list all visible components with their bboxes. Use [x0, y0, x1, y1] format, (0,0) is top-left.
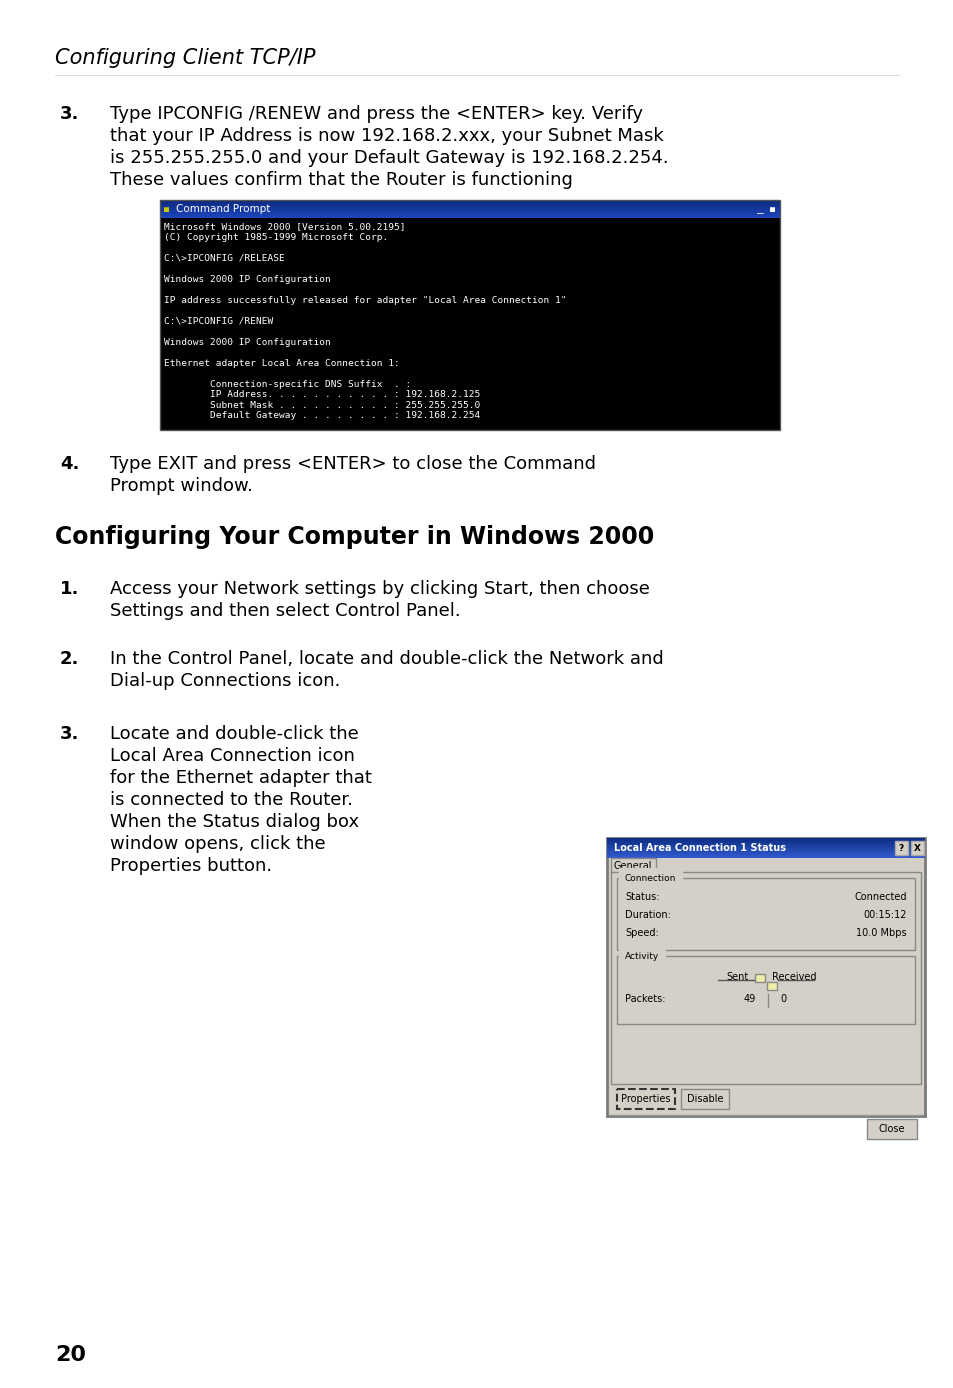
Text: for the Ethernet adapter that: for the Ethernet adapter that: [110, 769, 372, 787]
Text: that your IP Address is now 192.168.2.xxx, your Subnet Mask: that your IP Address is now 192.168.2.xx…: [110, 126, 663, 144]
Text: Disable: Disable: [686, 1094, 722, 1103]
Text: Status:: Status:: [624, 892, 659, 902]
Text: Properties button.: Properties button.: [110, 856, 272, 874]
Bar: [617, 879, 914, 949]
Text: Local Area Connection 1 Status: Local Area Connection 1 Status: [614, 843, 785, 854]
Bar: [894, 841, 907, 855]
Bar: [610, 872, 920, 1084]
Text: Connection-specific DNS Suffix  . :: Connection-specific DNS Suffix . :: [164, 379, 411, 389]
Bar: [766, 981, 776, 990]
Text: Type EXIT and press <ENTER> to close the Command: Type EXIT and press <ENTER> to close the…: [110, 455, 596, 473]
Text: is 255.255.255.0 and your Default Gateway is 192.168.2.254.: is 255.255.255.0 and your Default Gatewa…: [110, 149, 668, 167]
Text: Ethernet adapter Local Area Connection 1:: Ethernet adapter Local Area Connection 1…: [164, 358, 399, 368]
Text: 49: 49: [743, 994, 755, 1004]
Text: Command Prompt: Command Prompt: [175, 204, 270, 214]
Text: 0: 0: [780, 994, 785, 1004]
Text: Dial-up Connections icon.: Dial-up Connections icon.: [110, 672, 340, 690]
Text: Windows 2000 IP Configuration: Windows 2000 IP Configuration: [164, 275, 331, 283]
Text: Configuring Client TCP/IP: Configuring Client TCP/IP: [55, 49, 315, 68]
Text: General: General: [613, 861, 652, 872]
Text: 3.: 3.: [60, 105, 79, 124]
Bar: [910, 841, 923, 855]
Text: Subnet Mask . . . . . . . . . . : 255.255.255.0: Subnet Mask . . . . . . . . . . : 255.25…: [164, 401, 479, 409]
Text: Close: Close: [878, 1124, 904, 1134]
Bar: [610, 858, 656, 874]
Text: Duration:: Duration:: [624, 911, 670, 920]
Text: Packets:: Packets:: [624, 994, 665, 1004]
Text: Default Gateway . . . . . . . . : 192.168.2.254: Default Gateway . . . . . . . . : 192.16…: [164, 411, 479, 421]
Text: is connected to the Router.: is connected to the Router.: [110, 791, 353, 809]
Text: C:\>IPCONFIG /RENEW: C:\>IPCONFIG /RENEW: [164, 316, 273, 326]
Text: 10.0 Mbps: 10.0 Mbps: [856, 929, 906, 938]
Text: ■: ■: [769, 204, 774, 214]
Text: Local Area Connection icon: Local Area Connection icon: [110, 747, 355, 765]
Text: Windows 2000 IP Configuration: Windows 2000 IP Configuration: [164, 337, 331, 347]
Text: Access your Network settings by clicking Start, then choose: Access your Network settings by clicking…: [110, 580, 649, 598]
Text: Received: Received: [771, 972, 816, 981]
Text: Connection: Connection: [624, 873, 676, 883]
Text: Connected: Connected: [854, 892, 906, 902]
Text: Prompt window.: Prompt window.: [110, 477, 253, 496]
Bar: [866, 1119, 916, 1140]
Bar: [754, 974, 764, 981]
Text: _: _: [757, 204, 763, 214]
Text: Configuring Your Computer in Windows 2000: Configuring Your Computer in Windows 200…: [55, 525, 654, 550]
Text: (C) Copyright 1985-1999 Microsoft Corp.: (C) Copyright 1985-1999 Microsoft Corp.: [164, 233, 388, 242]
Bar: [680, 1090, 728, 1109]
Text: X: X: [913, 844, 920, 852]
Text: Speed:: Speed:: [624, 929, 659, 938]
Text: ?: ?: [898, 844, 903, 852]
Bar: [617, 1090, 675, 1109]
Bar: [617, 956, 914, 1024]
Text: ■: ■: [164, 204, 169, 214]
Text: IP Address. . . . . . . . . . . : 192.168.2.125: IP Address. . . . . . . . . . . : 192.16…: [164, 390, 479, 398]
Bar: [606, 838, 924, 1116]
Text: Activity: Activity: [624, 952, 659, 960]
Bar: [160, 218, 780, 430]
Text: Type IPCONFIG /RENEW and press the <ENTER> key. Verify: Type IPCONFIG /RENEW and press the <ENTE…: [110, 105, 642, 124]
Text: In the Control Panel, locate and double-click the Network and: In the Control Panel, locate and double-…: [110, 650, 663, 668]
Text: C:\>IPCONFIG /RELEASE: C:\>IPCONFIG /RELEASE: [164, 254, 284, 262]
Text: Properties: Properties: [620, 1094, 670, 1103]
Text: 00:15:12: 00:15:12: [862, 911, 906, 920]
Text: window opens, click the: window opens, click the: [110, 836, 325, 854]
Text: 4.: 4.: [60, 455, 79, 473]
Text: 3.: 3.: [60, 725, 79, 743]
Text: 1.: 1.: [60, 580, 79, 598]
Text: IP address successfully released for adapter "Local Area Connection 1": IP address successfully released for ada…: [164, 296, 566, 304]
Text: When the Status dialog box: When the Status dialog box: [110, 813, 358, 831]
Text: These values confirm that the Router is functioning: These values confirm that the Router is …: [110, 171, 572, 189]
Text: Locate and double-click the: Locate and double-click the: [110, 725, 358, 743]
Text: Microsoft Windows 2000 [Version 5.00.2195]: Microsoft Windows 2000 [Version 5.00.219…: [164, 222, 405, 230]
Text: 20: 20: [55, 1345, 86, 1364]
Text: 2.: 2.: [60, 650, 79, 668]
Bar: [160, 200, 780, 430]
Text: Sent: Sent: [726, 972, 748, 981]
Text: Settings and then select Control Panel.: Settings and then select Control Panel.: [110, 602, 460, 620]
